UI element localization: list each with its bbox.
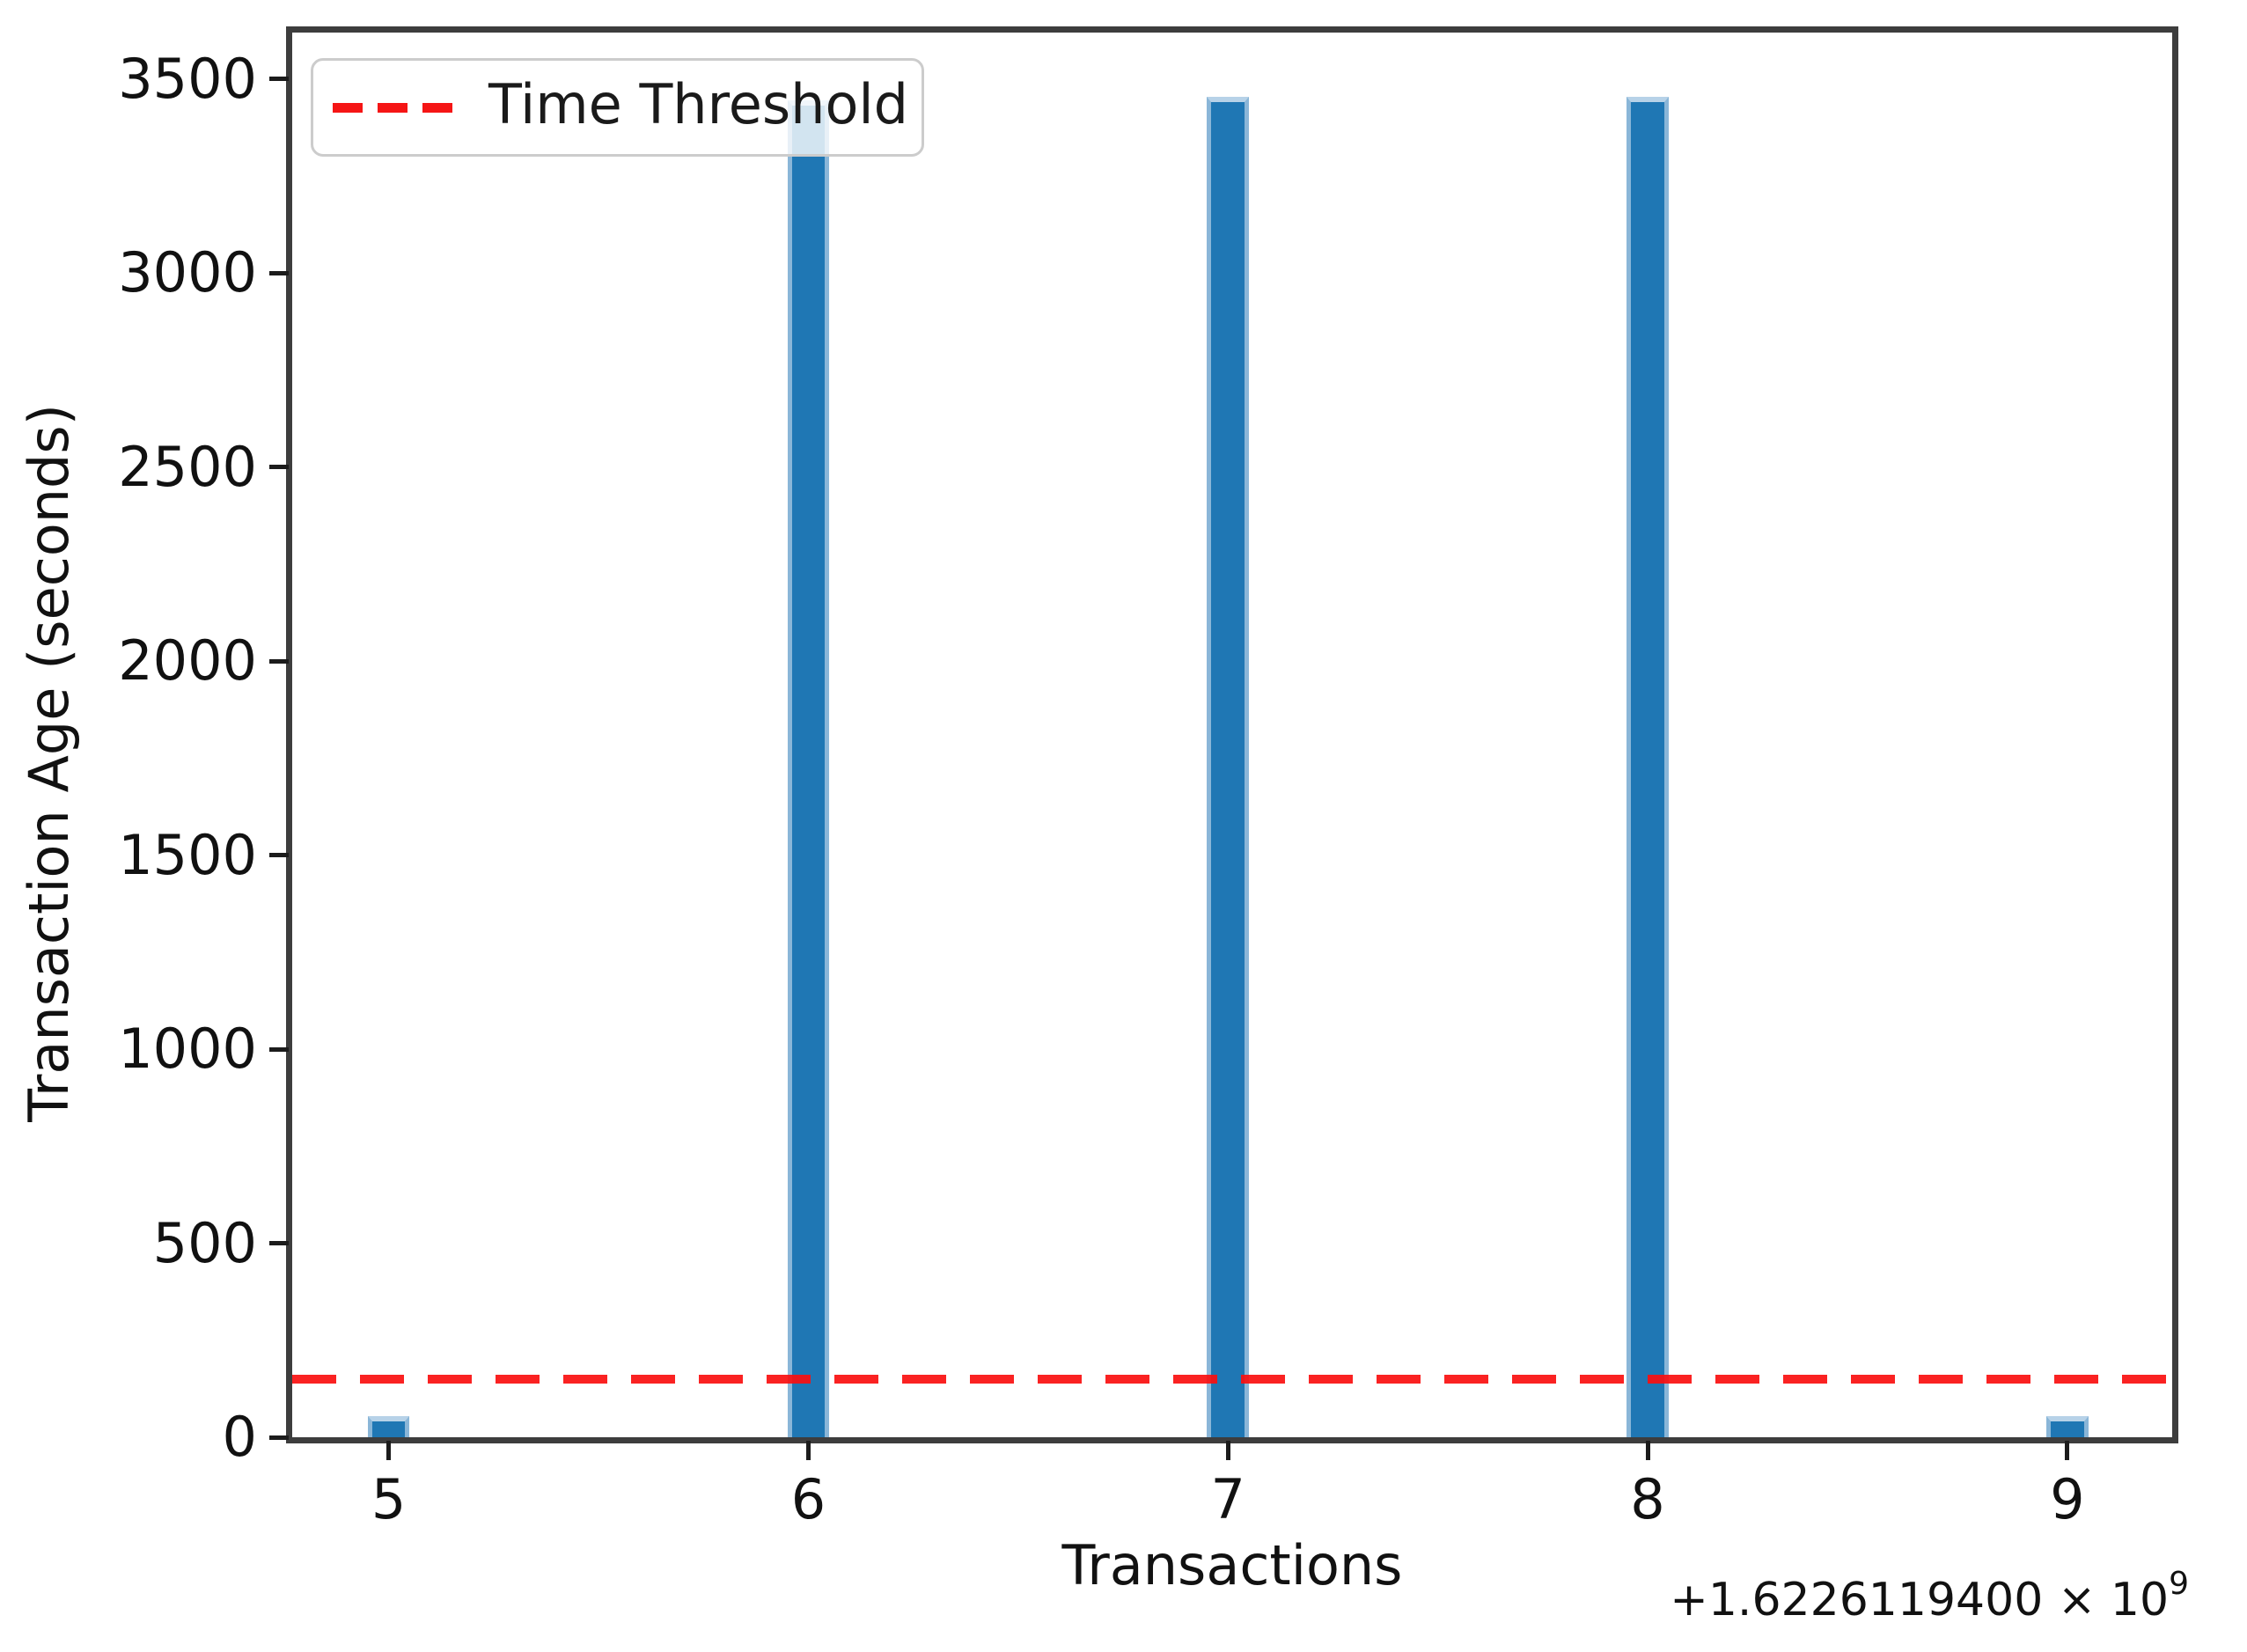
y-tick-label: 1500 — [118, 822, 257, 887]
x-tick-mark — [386, 1441, 392, 1460]
x-tick-label: 6 — [790, 1467, 826, 1531]
x-axis-offset-prefix: +1.6226119400 × 10 — [1670, 1574, 2170, 1626]
y-tick-label: 3500 — [118, 46, 257, 111]
y-tick-mark — [269, 853, 289, 858]
y-tick-label: 2500 — [118, 434, 257, 499]
y-tick-label: 1000 — [118, 1017, 257, 1082]
bar — [367, 1415, 410, 1437]
x-tick-mark — [805, 1441, 811, 1460]
bar — [2045, 1415, 2089, 1437]
x-tick-label: 7 — [1210, 1467, 1245, 1531]
y-tick-mark — [269, 270, 289, 275]
y-tick-label: 3000 — [118, 240, 257, 305]
y-tick-mark — [269, 1435, 289, 1440]
y-tick-mark — [269, 77, 289, 82]
x-tick-mark — [1225, 1441, 1230, 1460]
bar — [1207, 96, 1250, 1437]
x-tick-label: 9 — [2050, 1467, 2085, 1531]
y-tick-mark — [269, 1241, 289, 1246]
x-tick-mark — [2065, 1441, 2070, 1460]
x-axis-offset-text: +1.6226119400 × 109 — [1670, 1568, 2189, 1626]
legend-entry-label: Time Threshold — [488, 72, 908, 136]
legend: Time Threshold — [311, 58, 924, 157]
plot-area — [286, 26, 2178, 1443]
x-axis-label: Transactions — [1061, 1533, 1403, 1597]
y-tick-mark — [269, 658, 289, 664]
y-tick-mark — [269, 1046, 289, 1052]
y-tick-label: 2000 — [118, 628, 257, 694]
y-tick-mark — [269, 465, 289, 470]
bar — [787, 100, 830, 1437]
threshold-legend-line-icon — [333, 102, 453, 113]
threshold-line — [292, 1374, 2172, 1384]
x-tick-label: 5 — [371, 1467, 407, 1531]
y-tick-label: 0 — [222, 1405, 257, 1469]
x-tick-label: 8 — [1630, 1467, 1665, 1531]
bar — [1627, 96, 1669, 1437]
y-tick-label: 500 — [152, 1210, 257, 1275]
x-tick-mark — [1645, 1441, 1650, 1460]
x-axis-offset-exponent: 9 — [2169, 1566, 2189, 1602]
